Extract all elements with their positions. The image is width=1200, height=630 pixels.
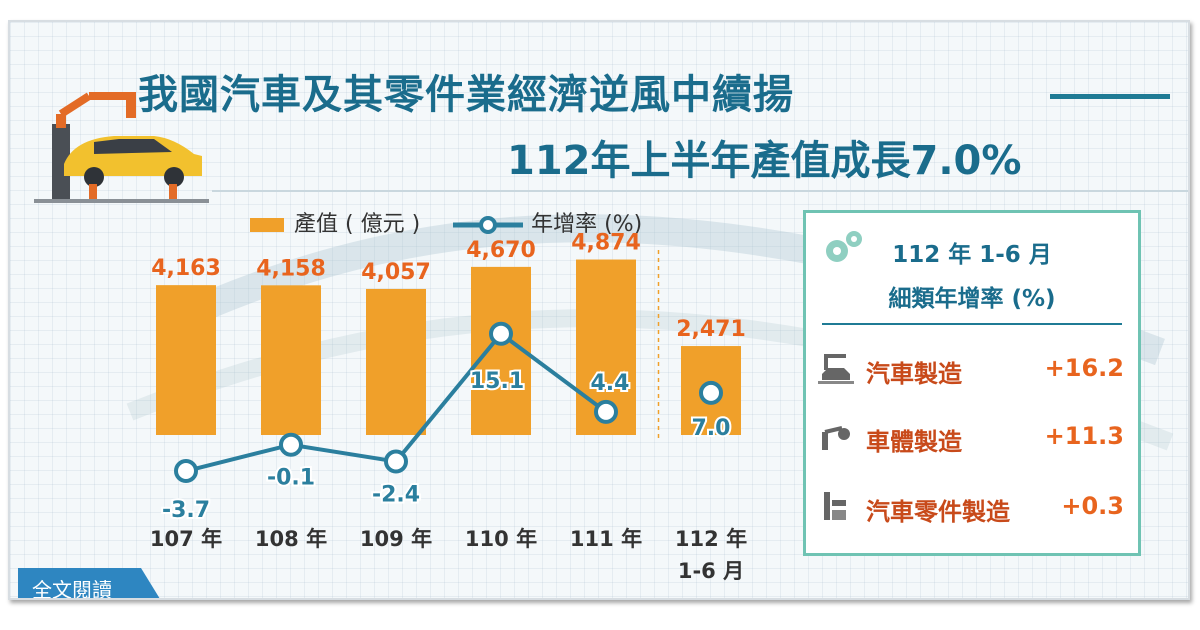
panel-title-period: 112 年 1-6 月 (892, 242, 1052, 268)
subcategory-row-parts-manufacturing: 汽車零件製造 +0.3 (818, 488, 1124, 528)
x-tick-label: 111 年 (570, 527, 642, 551)
legend-line-swatch (453, 216, 524, 234)
subcategory-row-car-manufacturing: 汽車製造 +16.2 (818, 350, 1124, 390)
bar-value-label: 4,670 (466, 238, 536, 263)
panel-divider (822, 323, 1122, 325)
x-tick-label: 112 年 (675, 527, 747, 551)
growth-rate-point (279, 432, 303, 457)
x-tick-label: 1-6 月 (678, 559, 744, 583)
legend-bar-label: 產值 ( 億元 ) (294, 212, 421, 237)
subcategory-label: 汽車製造 (866, 360, 962, 388)
gear-icon (826, 231, 862, 262)
subcategory-label: 汽車零件製造 (866, 498, 1010, 526)
subcategory-value: +16.2 (1044, 354, 1124, 382)
growth-rate-point (489, 321, 513, 346)
subcategory-growth-panel: 112 年 1-6 月 細類年增率 (%) 汽車製造 +16.2 車體製造 +1… (803, 210, 1141, 556)
subcategory-row-body-manufacturing: 車體製造 +11.3 (818, 418, 1124, 458)
bar (366, 288, 426, 435)
x-tick-label: 110 年 (465, 527, 537, 551)
subcategory-label: 車體製造 (866, 428, 962, 456)
growth-rate-label: 7.0 (692, 416, 731, 441)
title-underline (212, 190, 1188, 192)
car-factory-illustration (34, 92, 209, 203)
bar-value-label: 4,163 (151, 256, 221, 281)
growth-rate-label: -3.7 (162, 498, 210, 523)
panel-title-metric: 細類年增率 (%) (888, 286, 1056, 312)
bar-value-label: 2,471 (676, 317, 746, 342)
car-assembly-icon (818, 354, 854, 384)
growth-rate-label: 15.1 (470, 369, 524, 394)
bar-value-label: 4,158 (256, 256, 326, 281)
x-tick-label: 109 年 (360, 527, 432, 551)
robot-arm-icon (822, 426, 850, 450)
growth-rate-label: -0.1 (267, 466, 315, 491)
bar (261, 285, 321, 435)
title-decoration-line (1050, 94, 1170, 99)
main-title-line2: 112年上半年產值成長7.0% (507, 138, 1022, 184)
infographic-frame: 我國汽車及其零件業經濟逆風中續揚 112年上半年產值成長7.0% 產值 ( 億元… (8, 20, 1190, 600)
production-chart: 4,163 107 年 4,158 108 年 4,057 109 年 4,670 110 年… (150, 231, 747, 583)
bar-value-label: 4,874 (571, 231, 641, 256)
growth-rate-label: 4.4 (591, 371, 630, 396)
x-tick-label: 108 年 (255, 527, 327, 551)
growth-rate-point (384, 449, 408, 474)
parts-machine-icon (824, 492, 846, 520)
growth-rate-point (174, 459, 198, 484)
legend-line-label: 年增率 (%) (531, 212, 643, 237)
bar (156, 285, 216, 435)
growth-rate-label: -2.4 (372, 483, 420, 508)
chart-legend: 產值 ( 億元 ) 年增率 (%) (250, 206, 642, 238)
growth-rate-point (699, 380, 723, 405)
growth-rate-point (594, 399, 618, 424)
read-full-text-button[interactable]: 全文閱讀 (18, 568, 168, 598)
subcategory-value: +11.3 (1044, 422, 1124, 450)
x-tick-label: 107 年 (150, 527, 222, 551)
main-title-line1: 我國汽車及其零件業經濟逆風中續揚 (138, 72, 794, 118)
subcategory-value: +0.3 (1061, 492, 1124, 520)
bar-value-label: 4,057 (361, 260, 431, 285)
legend-bar-swatch (250, 218, 284, 232)
